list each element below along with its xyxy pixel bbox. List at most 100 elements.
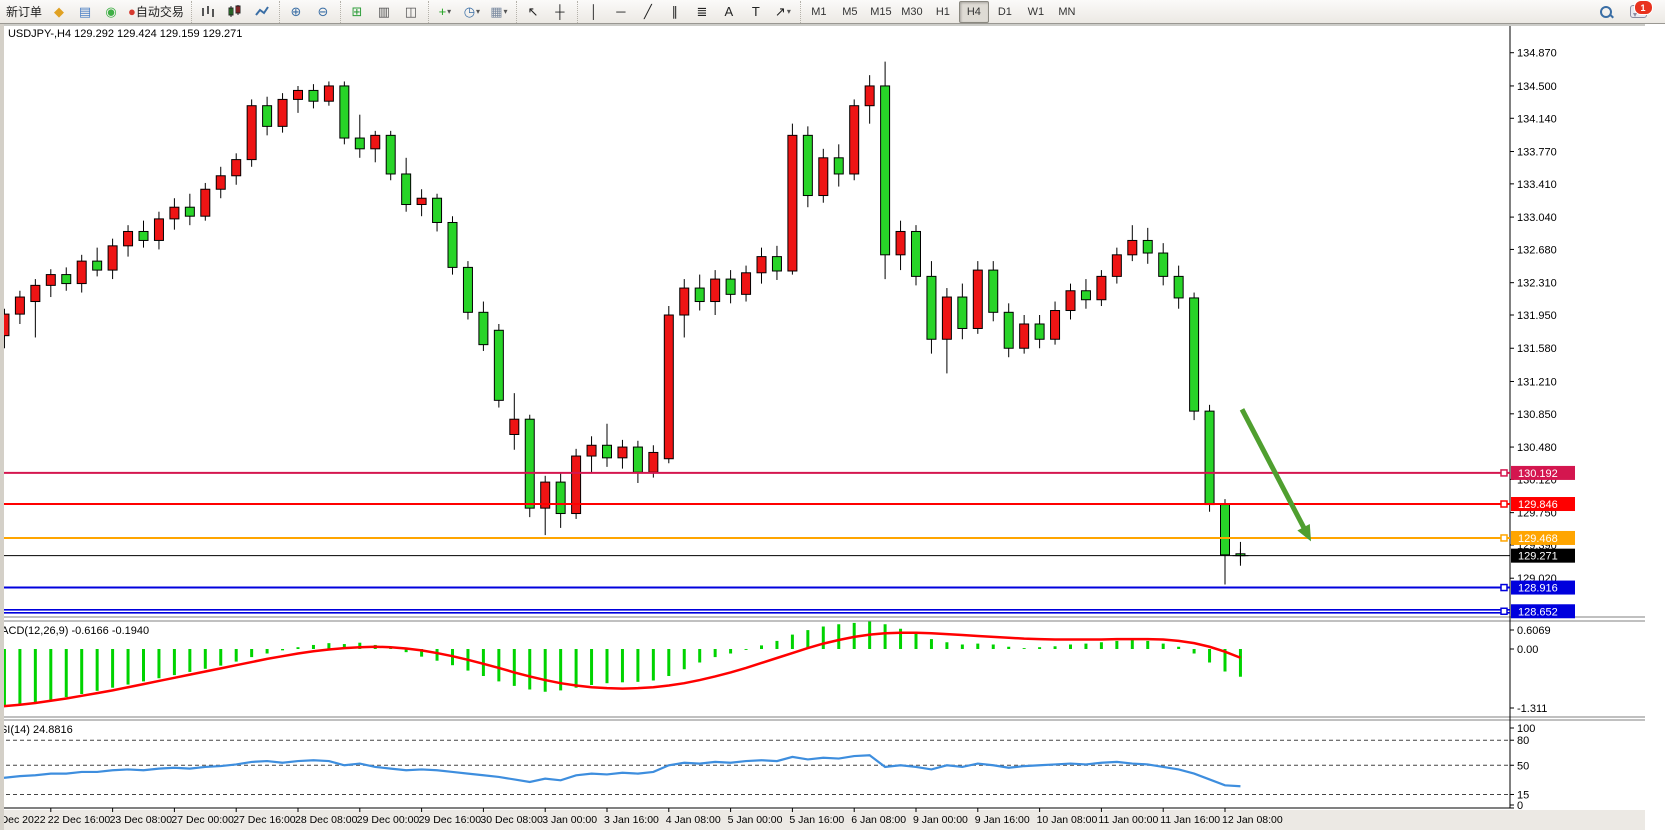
chart-shift-button[interactable]: ◫: [398, 1, 424, 23]
templates-button[interactable]: ▦ ▾: [486, 1, 512, 23]
candle: [493, 329, 504, 401]
rsi-scale-label: 0: [1517, 800, 1523, 812]
timeframe-button-d1[interactable]: D1: [997, 5, 1012, 18]
new-order-button[interactable]: 新订单: [3, 1, 45, 23]
candle: [293, 89, 303, 100]
chart-canvas[interactable]: 134.870 134.500 134.140 133.770 133.410 133.0…: [4, 24, 1665, 830]
window-group: ⊞ ▥ ◫: [339, 0, 427, 23]
line-handle[interactable]: [1500, 469, 1508, 477]
candle: [802, 134, 813, 197]
candle: [30, 284, 41, 303]
candle: [1080, 290, 1091, 301]
new-order-label: 新订单: [6, 5, 43, 19]
autotrade-button[interactable]: ● 自动交易: [125, 1, 187, 23]
text-button[interactable]: A: [716, 1, 742, 23]
text-label-button[interactable]: T: [743, 1, 769, 23]
chart-shift-icon: ◫: [404, 4, 418, 19]
crosshair-icon: ┼: [555, 4, 565, 19]
trendline-button[interactable]: ╱: [635, 1, 661, 23]
candle: [14, 296, 25, 315]
price-line-badge-label: 129.468: [1518, 533, 1558, 545]
timeframe-group: M1 M5 M15 M30 H1 H4 D1 W1 MN: [799, 0, 1085, 23]
price-line-badge-label: 128.916: [1518, 583, 1558, 595]
line-chart-icon: [255, 6, 269, 16]
price-line-badge-label: 130.192: [1518, 468, 1558, 480]
time-axis-label: 3 Jan 00:00: [542, 814, 597, 826]
cursor-icon: ↖: [527, 4, 539, 19]
price-axis-label: 134.140: [1517, 113, 1557, 125]
arrows-button[interactable]: ↗ ▾: [770, 1, 796, 23]
channel-button[interactable]: ∥: [662, 1, 688, 23]
candle: [1204, 410, 1215, 506]
auto-scroll-button[interactable]: ▥: [371, 1, 397, 23]
strategy-tester-button[interactable]: ◉: [98, 1, 124, 23]
candle: [988, 269, 999, 313]
periods-button[interactable]: ◷ ▾: [459, 1, 485, 23]
candle: [1158, 252, 1169, 277]
time-axis-label: 23 Dec 08:00: [110, 814, 173, 826]
rsi-label: RSI(14) 24.8816: [4, 724, 73, 736]
timeframe-button-mn[interactable]: MN: [1058, 5, 1076, 18]
candle: [1142, 239, 1153, 254]
chat-bubble-icon: 1: [1629, 0, 1653, 18]
candle: [1096, 275, 1107, 301]
cursor-button[interactable]: ↖: [520, 1, 546, 23]
line-chart-button[interactable]: [249, 1, 275, 23]
arrow-object-head[interactable]: [1297, 523, 1311, 542]
time-axis-label: 27 Dec 16:00: [233, 814, 296, 826]
search-button[interactable]: [1593, 1, 1619, 23]
indicators-button[interactable]: + ▾: [432, 1, 458, 23]
candle: [385, 134, 396, 175]
arrow-object-line[interactable]: [1239, 408, 1309, 534]
price-axis-label: 134.870: [1517, 48, 1557, 60]
line-handle[interactable]: [1500, 607, 1508, 616]
candle: [1173, 275, 1184, 299]
vertical-line-icon: │: [589, 4, 598, 19]
candle: [45, 274, 56, 286]
line-handle[interactable]: [1500, 500, 1508, 508]
fibonacci-button[interactable]: ≣: [689, 1, 715, 23]
macd-scale-label: -1.311: [1517, 703, 1547, 715]
candle: [694, 287, 705, 303]
vertical-line-button[interactable]: │: [581, 1, 607, 23]
tile-windows-button[interactable]: ⊞: [344, 1, 370, 23]
candle: [972, 269, 983, 329]
zoom-out-button[interactable]: ⊖: [310, 1, 336, 23]
price-axis-label: 132.680: [1517, 244, 1557, 256]
timeframe-button-m1[interactable]: M1: [811, 5, 827, 18]
candle: [76, 260, 87, 285]
cursor-group: ↖ ┼: [515, 0, 576, 23]
time-axis-label: 29 Dec 16:00: [419, 814, 482, 826]
timeframe-button-m15[interactable]: M15: [870, 5, 892, 18]
line-handle[interactable]: [1500, 583, 1508, 592]
timeframe-button-w1[interactable]: W1: [1027, 5, 1045, 18]
line-handle[interactable]: [1500, 534, 1508, 542]
candle: [895, 230, 906, 256]
timeframe-button-m5[interactable]: M5: [842, 5, 858, 18]
price-line-badge-label: 128.652: [1518, 606, 1558, 618]
notifications-button[interactable]: 1: [1625, 0, 1653, 23]
horizontal-line-icon: ─: [616, 4, 626, 19]
timeframe-button-h1[interactable]: H1: [935, 5, 950, 18]
trade-group: 新订单 ◆ ▤ ◉ ● 自动交易: [0, 1, 190, 23]
market-watch-icon: ◆: [54, 4, 65, 19]
candle: [725, 278, 736, 295]
crosshair-button[interactable]: ┼: [547, 1, 573, 23]
timeframe-button-m30[interactable]: M30: [901, 5, 923, 18]
horizontal-line-button[interactable]: ─: [608, 1, 634, 23]
data-window-button[interactable]: ▤: [72, 1, 98, 23]
timeframe-button-h4[interactable]: H4: [958, 0, 989, 23]
zoom-in-icon: ⊕: [290, 4, 302, 19]
time-axis-label: 5 Jan 00:00: [728, 814, 783, 826]
candle: [941, 296, 952, 340]
time-axis-label: 28 Dec 08:00: [295, 814, 358, 826]
candlestick-chart-button[interactable]: [222, 1, 248, 23]
tile-windows-icon: ⊞: [351, 4, 363, 19]
bar-chart-button[interactable]: [195, 1, 221, 23]
price-axis-label: 131.210: [1517, 376, 1557, 388]
time-axis-label: 10 Jan 08:00: [1037, 814, 1098, 826]
candle: [462, 266, 473, 313]
price-axis-label: 133.770: [1517, 147, 1557, 159]
zoom-in-button[interactable]: ⊕: [283, 1, 309, 23]
market-watch-button[interactable]: ◆: [46, 1, 72, 23]
